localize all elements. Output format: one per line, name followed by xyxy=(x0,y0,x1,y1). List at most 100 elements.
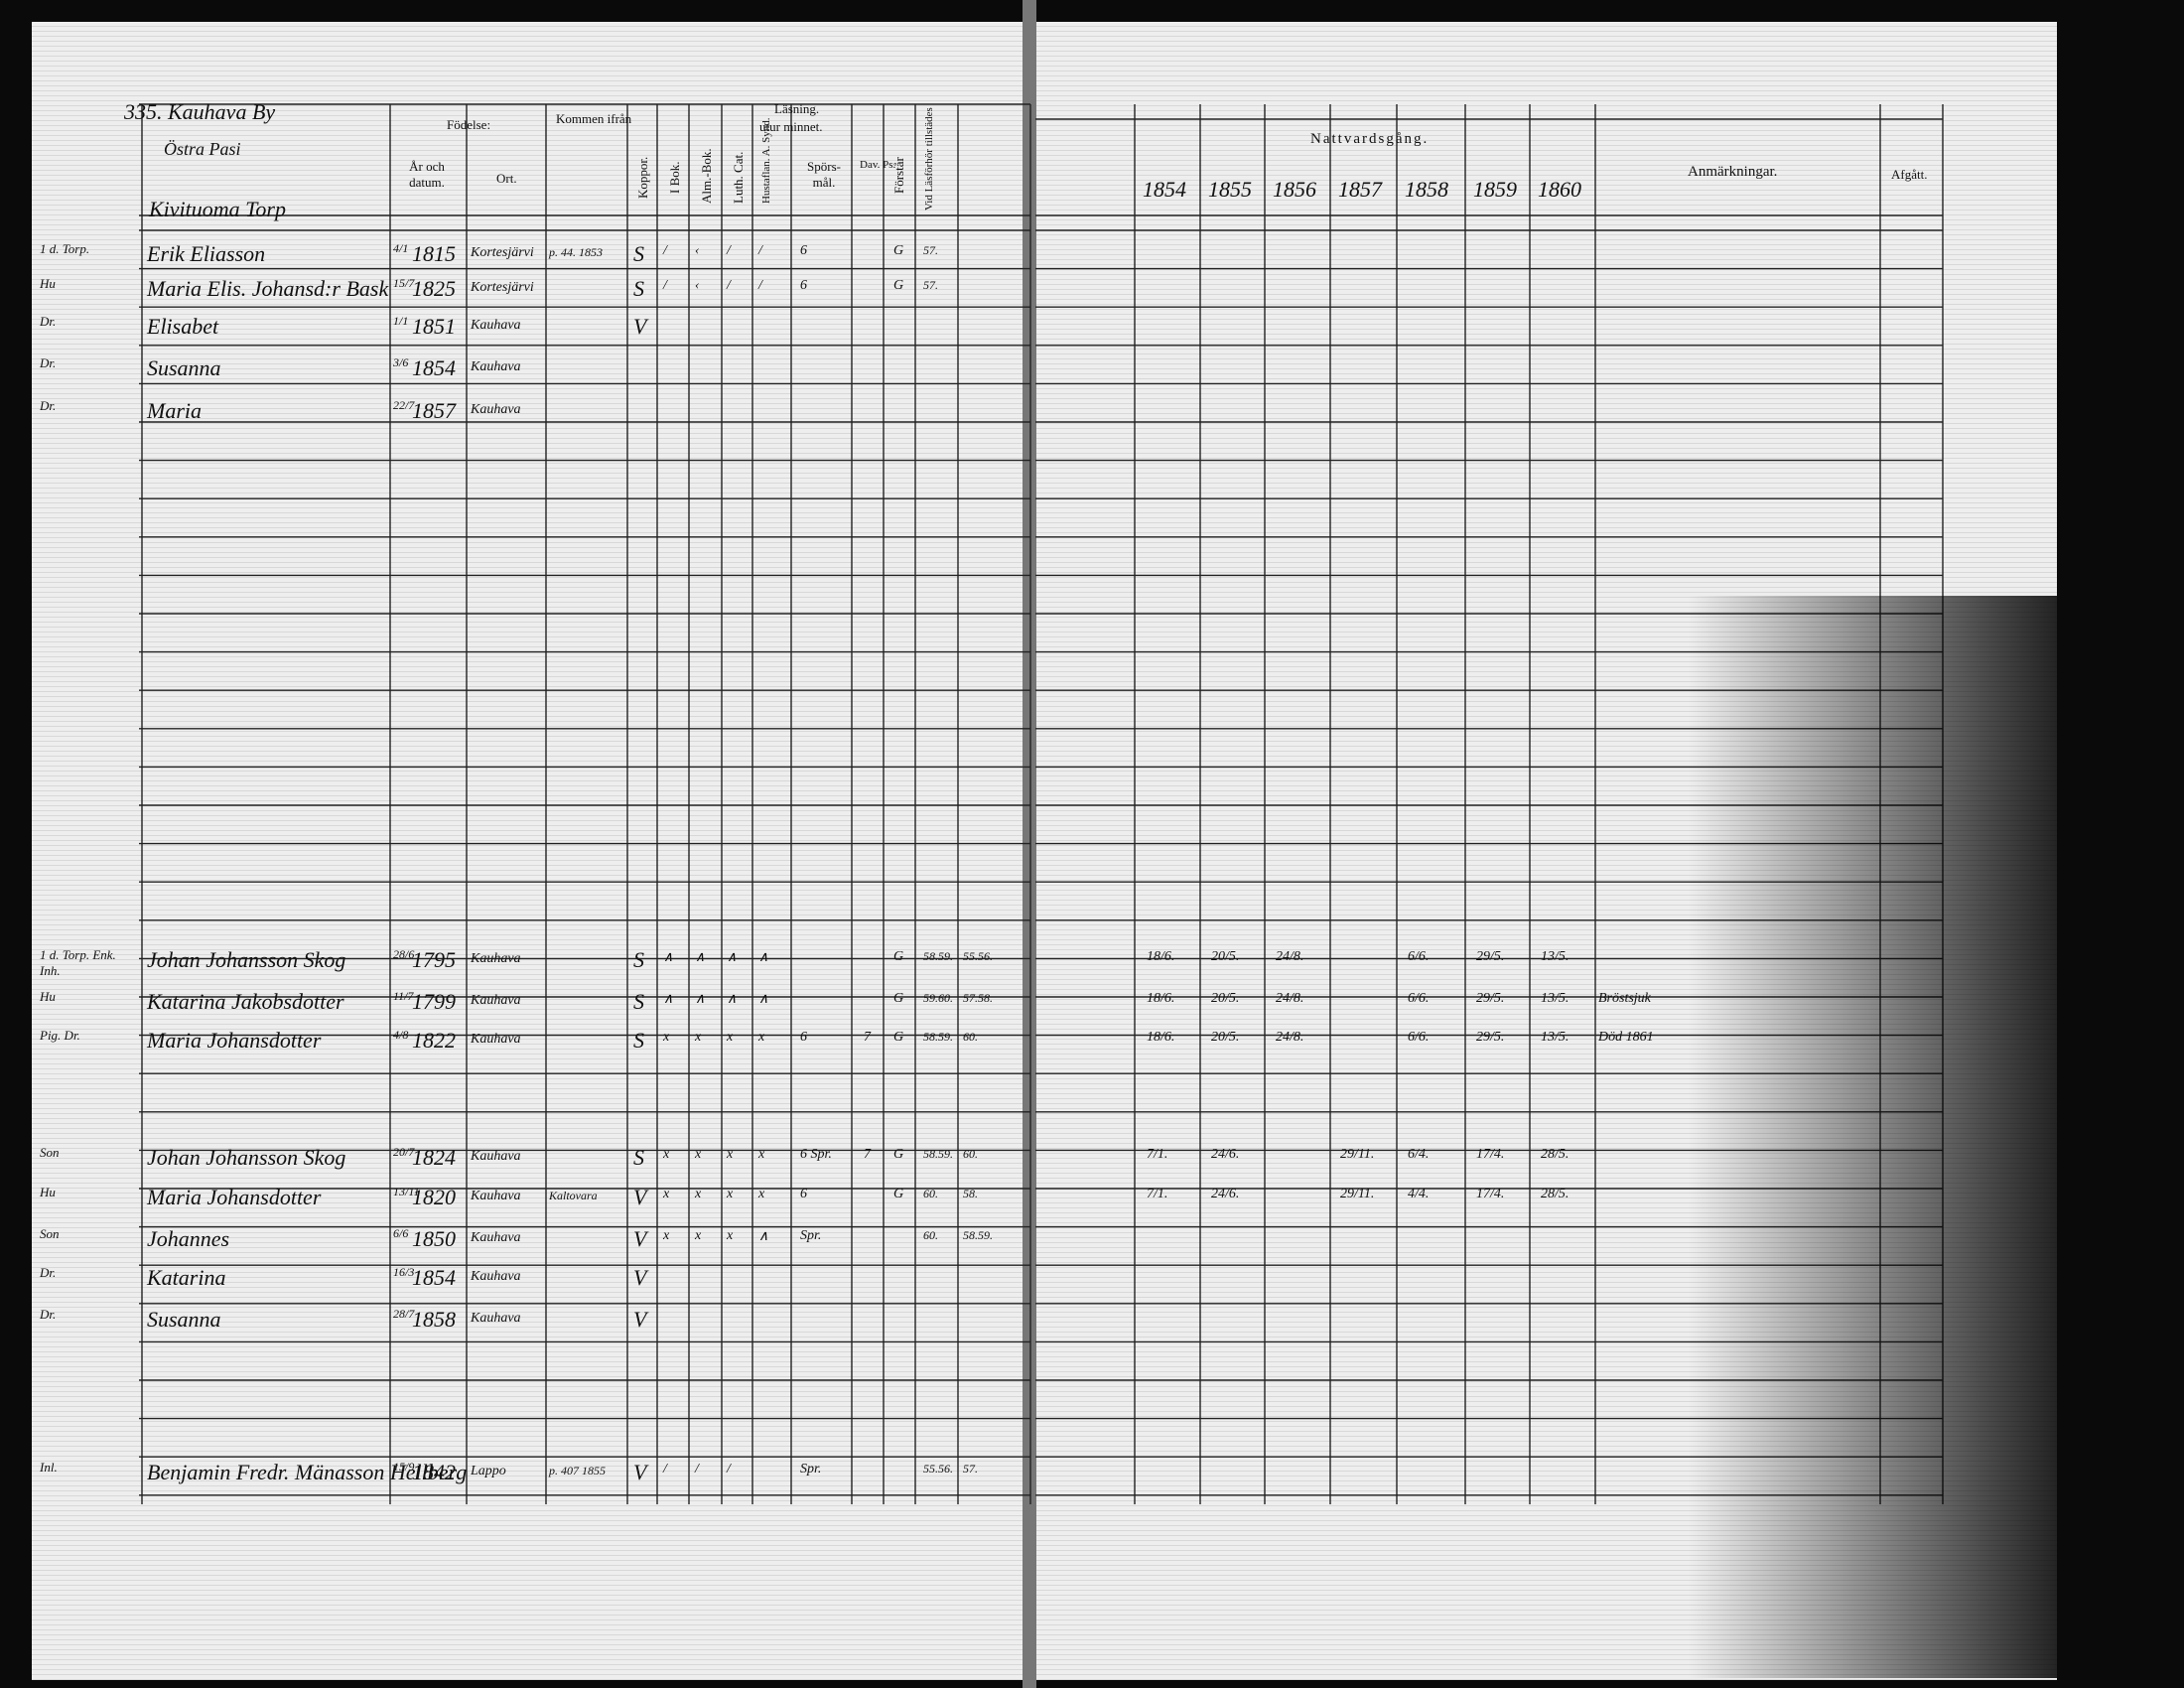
koppor: S xyxy=(633,1145,644,1170)
name: Johannes xyxy=(147,1226,230,1251)
koppor: S xyxy=(633,241,644,266)
communion: 17/4. xyxy=(1476,1147,1505,1162)
reading-mark: x xyxy=(695,1030,702,1045)
communion: 24/6. xyxy=(1211,1147,1240,1162)
reading-mark: Spr. xyxy=(800,1228,822,1243)
birth-year: 1857 xyxy=(412,398,456,423)
birth-place: Kauhava xyxy=(471,1189,521,1203)
birth-place: Kauhava xyxy=(471,402,521,417)
birth-date: 1/1 xyxy=(393,314,409,328)
name: Maria xyxy=(147,398,202,423)
birth-year: 1825 xyxy=(412,276,456,301)
birth-date: 11/7 xyxy=(393,989,414,1003)
name: Maria Elis. Johansd:r Bask xyxy=(147,276,389,301)
communion: 24/8. xyxy=(1276,1030,1304,1045)
communion: 24/6. xyxy=(1211,1187,1240,1201)
name: Katarina xyxy=(147,1265,226,1290)
reading-mark: ∧ xyxy=(663,950,674,965)
communion: 7/1. xyxy=(1147,1147,1168,1162)
lasforhor: 57. xyxy=(923,278,938,292)
reading-mark: x xyxy=(727,1187,734,1201)
role: Pig. Dr. xyxy=(40,1028,80,1043)
reading-mark: ∧ xyxy=(727,992,738,1007)
birth-year: 1824 xyxy=(412,1145,456,1170)
reading-mark: ∧ xyxy=(758,950,769,965)
col-ort: Ort. xyxy=(496,171,517,186)
reading-mark: / xyxy=(695,1462,699,1477)
birth-place: Kauhava xyxy=(471,1269,521,1284)
col-utur: utur minnet. xyxy=(759,119,823,134)
communion: 6/6. xyxy=(1408,1030,1430,1045)
reading-mark: x xyxy=(727,1030,734,1045)
role: Hu xyxy=(40,989,56,1004)
role: Son xyxy=(40,1145,60,1160)
communion: 17/4. xyxy=(1476,1187,1505,1201)
col-year: 1857 xyxy=(1338,177,1382,202)
reading-mark: x xyxy=(758,1030,765,1045)
note: Bröstsjuk xyxy=(1598,991,1651,1006)
reading-mark: ∧ xyxy=(727,950,738,965)
reading-mark: ∧ xyxy=(758,992,769,1007)
col-anm: Anmärkningar. xyxy=(1688,164,1778,180)
role: Dr. xyxy=(40,1307,57,1322)
birth-date: 4/8 xyxy=(393,1028,409,1042)
koppor: V xyxy=(633,1307,647,1332)
birth-date: 6/6 xyxy=(393,1226,409,1240)
birth-place: Lappo xyxy=(471,1464,506,1478)
communion: 24/8. xyxy=(1276,991,1304,1006)
communion: 13/5. xyxy=(1541,1030,1570,1045)
birth-date: 13/11 xyxy=(393,1185,420,1198)
role: Hu xyxy=(40,276,56,291)
shadow xyxy=(1688,596,2057,1678)
communion: 13/5. xyxy=(1541,991,1570,1006)
role: 1 d. Torp. Enk. Inh. xyxy=(40,947,116,978)
col-year: 1855 xyxy=(1208,177,1252,202)
communion: 4/4. xyxy=(1408,1187,1430,1201)
birth-year: 1820 xyxy=(412,1185,456,1209)
reading-mark: G xyxy=(893,949,904,964)
koppor: S xyxy=(633,947,644,972)
lasforhor: 58.59. xyxy=(923,1030,953,1044)
reading-mark: / xyxy=(727,1462,731,1477)
lasforhor: 58. xyxy=(963,1187,978,1200)
reading-mark: / xyxy=(758,278,762,293)
birth-date: 15/7 xyxy=(393,276,415,290)
role: Hu xyxy=(40,1185,56,1199)
communion: 24/8. xyxy=(1276,949,1304,964)
col-koppor: Koppor. xyxy=(635,156,650,199)
birth-year: 1842 xyxy=(412,1460,456,1484)
col-alm: Alm.-Bok. xyxy=(699,148,714,204)
reading-mark: 6 xyxy=(800,278,807,293)
col-dav: Dav. Ps. xyxy=(860,159,896,171)
birth-date: 28/6 xyxy=(393,947,415,961)
from: p. 44. 1853 xyxy=(549,245,603,259)
koppor: S xyxy=(633,989,644,1014)
reading-mark: x xyxy=(758,1147,765,1162)
name: Benjamin Fredr. Mänasson Hellberg xyxy=(147,1460,468,1484)
reading-mark: ‹ xyxy=(695,243,700,258)
birth-place: Kauhava xyxy=(471,1311,521,1326)
koppor: V xyxy=(633,1226,647,1251)
role: 1 d. Torp. xyxy=(40,241,90,256)
communion: 28/5. xyxy=(1541,1187,1570,1201)
communion: 20/5. xyxy=(1211,991,1240,1006)
koppor: V xyxy=(633,1185,647,1209)
reading-mark: G xyxy=(893,1187,904,1201)
birth-date: 3/6 xyxy=(393,355,409,369)
communion: 18/6. xyxy=(1147,991,1175,1006)
reading-mark: 6 Spr. xyxy=(800,1147,832,1162)
note: Död 1861 xyxy=(1598,1030,1654,1045)
reading-mark: G xyxy=(893,1030,904,1045)
col-hust: Hustaflan. A. Synd. xyxy=(760,117,772,204)
col-luth: Luth. Cat. xyxy=(731,151,746,204)
from: Kaltovara xyxy=(549,1189,598,1202)
birth-year: 1854 xyxy=(412,355,456,380)
reading-mark: x xyxy=(663,1187,670,1201)
role: Inl. xyxy=(40,1460,58,1475)
name: Johan Johansson Skog xyxy=(147,1145,346,1170)
col-spors: Spörs-mål. xyxy=(807,159,841,190)
role: Dr. xyxy=(40,1265,57,1280)
reading-mark: Spr. xyxy=(800,1462,822,1477)
communion: 29/5. xyxy=(1476,991,1505,1006)
